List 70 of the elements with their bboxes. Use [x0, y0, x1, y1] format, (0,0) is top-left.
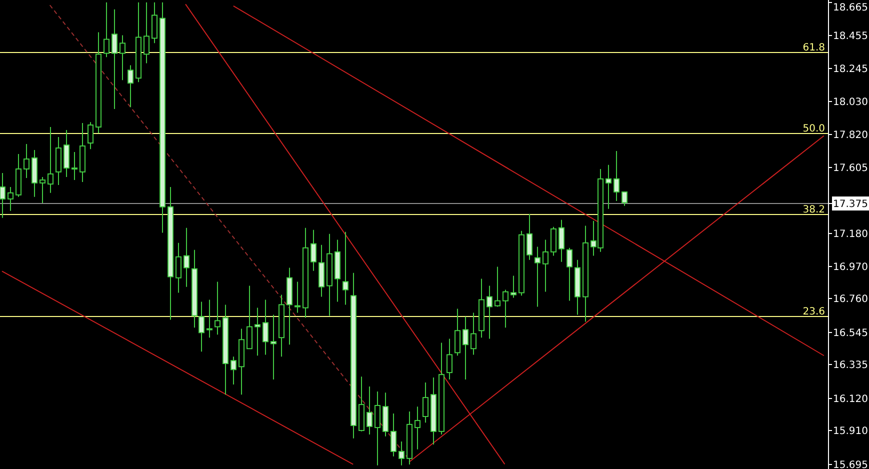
- candlestick: [198, 301, 204, 352]
- candlestick: [486, 285, 492, 340]
- annotation: 61.8: [802, 42, 825, 54]
- annotation: 23.6: [802, 306, 825, 318]
- candlestick: [606, 164, 612, 210]
- candlestick: [270, 314, 276, 380]
- y-tick-label: 17.375: [833, 199, 868, 210]
- candlestick: [454, 308, 460, 356]
- y-tick-label: 17.820: [833, 130, 868, 141]
- candlestick: [176, 242, 182, 294]
- candlestick: [534, 246, 540, 308]
- y-tick-label: 18.665: [833, 2, 868, 14]
- candlestick: [414, 406, 420, 450]
- candlestick: [144, 2, 150, 64]
- candlestick: [104, 2, 110, 58]
- y-tick-label: 17.180: [833, 229, 868, 240]
- candlestick: [398, 441, 404, 466]
- candlestick: [558, 219, 564, 262]
- candlestick: [510, 275, 516, 298]
- candlestick: [8, 186, 14, 212]
- candlestick: [48, 126, 54, 194]
- candlestick: [0, 172, 6, 218]
- candlestick: [422, 382, 428, 424]
- annotation: 50.0: [802, 124, 825, 134]
- y-tick-label: 16.545: [833, 328, 868, 339]
- candlestick: [462, 316, 468, 380]
- candlestick: [390, 413, 396, 457]
- y-tick-label: 15.695: [833, 460, 868, 469]
- candlestick: [374, 391, 380, 466]
- y-tick-label: 18.030: [833, 97, 868, 108]
- candlestick: [262, 299, 268, 356]
- candlestick: [246, 285, 252, 350]
- candlestick: [366, 386, 372, 436]
- candlestick: [294, 281, 300, 314]
- candlestick: [112, 8, 118, 110]
- candlestick: [72, 152, 78, 180]
- candlestick: [622, 191, 628, 206]
- y-tick-label: 16.970: [833, 262, 868, 273]
- y-tick-label: 16.335: [833, 360, 868, 371]
- candlestick: [542, 239, 548, 292]
- candlestick: [614, 150, 620, 202]
- candlestick: [502, 289, 508, 328]
- y-tick-label: 18.455: [833, 31, 868, 42]
- y-tick-label: 18.245: [833, 64, 868, 75]
- candlestick: [550, 226, 556, 256]
- y-tick-label: 16.120: [833, 394, 868, 405]
- candlestick: [566, 247, 572, 302]
- candlestick: [120, 34, 126, 81]
- candlestick: [446, 338, 452, 380]
- candlestick: [88, 122, 94, 150]
- candlestick: [40, 176, 46, 204]
- y-tick-label: 17.605: [833, 163, 868, 174]
- candlestick: [64, 129, 70, 178]
- candlestick: [526, 213, 532, 260]
- candlestick: [470, 312, 476, 356]
- candlestick: [254, 307, 260, 356]
- candlestick: [152, 2, 158, 44]
- candlestick: [230, 356, 236, 386]
- y-tick-label: 16.760: [833, 294, 868, 305]
- annotation: 38.2: [802, 204, 825, 216]
- candlestick: [128, 64, 134, 108]
- candlestick: [494, 266, 500, 308]
- candlestick: [56, 136, 62, 186]
- candlestick: [24, 143, 30, 178]
- candlestick: [342, 231, 348, 306]
- candlestick: [184, 227, 190, 288]
- candlestick: [310, 229, 316, 272]
- candlestick: [214, 281, 220, 336]
- candlestick: [206, 299, 212, 338]
- y-tick-label: 15.910: [833, 426, 868, 437]
